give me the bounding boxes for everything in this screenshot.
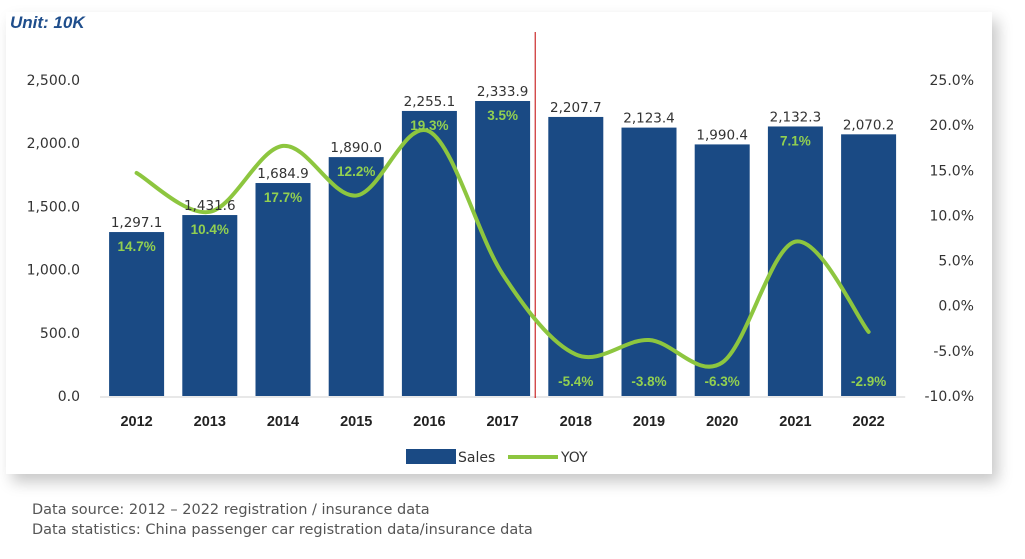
- legend-sales-label: Sales: [458, 450, 495, 466]
- yoy-data-label: 17.7%: [264, 190, 302, 205]
- sales-bar: [475, 100, 531, 396]
- sales-bar: [328, 157, 384, 396]
- sales-data-label: 1,990.4: [696, 127, 748, 143]
- sales-data-label: 2,132.3: [770, 109, 822, 125]
- right-tick-label: 10.0%: [930, 208, 974, 224]
- sales-data-label: 2,070.2: [843, 117, 895, 133]
- chart-canvas: 0.0 500.0 1,000.0 1,500.0 2,000.0 2,500.0 -10…: [27, 32, 974, 466]
- sales-bars: [109, 100, 897, 397]
- sales-bar: [694, 144, 750, 396]
- sales-bar: [621, 127, 677, 397]
- sales-bar: [182, 215, 238, 396]
- unit-label: Unit: 10K: [10, 13, 85, 32]
- left-tick-label: 2,000.0: [27, 136, 80, 152]
- right-axis: -10.0% -5.0% 0.0% 5.0% 10.0% 15.0% 20.0% 25.0%: [924, 73, 974, 405]
- sales-data-label: 2,207.7: [550, 100, 602, 116]
- yoy-data-label: 10.4%: [191, 222, 229, 237]
- yoy-data-label: 12.2%: [337, 164, 375, 179]
- yoy-data-label: 14.7%: [117, 239, 155, 254]
- yoy-data-labels: 14.7% 10.4% 17.7% 12.2% 19.3% 3.5% -5.4% -3.8% -…: [117, 108, 886, 389]
- yoy-data-label: -5.4%: [558, 374, 593, 389]
- right-tick-label: 25.0%: [930, 73, 974, 89]
- x-tick-label: 2018: [560, 414, 592, 430]
- x-tick-label: 2013: [194, 414, 226, 430]
- yoy-data-label: -3.8%: [631, 374, 666, 389]
- right-tick-label: 0.0%: [938, 299, 974, 315]
- x-tick-label: 2015: [340, 414, 372, 430]
- sales-data-label: 2,123.4: [623, 111, 675, 127]
- x-tick-label: 2019: [633, 414, 665, 430]
- yoy-data-label: -2.9%: [851, 374, 886, 389]
- sales-data-label: 1,297.1: [111, 215, 163, 231]
- legend: Sales YOY: [406, 449, 588, 466]
- left-tick-label: 1,000.0: [27, 263, 80, 279]
- yoy-line: [134, 127, 871, 369]
- sales-bar: [109, 232, 165, 396]
- yoy-data-label: -6.3%: [705, 374, 740, 389]
- sales-bar: [841, 134, 897, 396]
- legend-sales-swatch: [406, 449, 456, 464]
- yoy-data-label: 3.5%: [487, 108, 518, 123]
- legend-yoy-label: YOY: [560, 450, 588, 466]
- footnotes: Data source: 2012 – 2022 registration / …: [32, 500, 533, 540]
- left-axis: 0.0 500.0 1,000.0 1,500.0 2,000.0 2,500.0: [27, 73, 80, 405]
- sales-bar: [548, 116, 604, 396]
- data-source-note: Data source: 2012 – 2022 registration / …: [32, 502, 430, 518]
- x-tick-label: 2021: [779, 414, 811, 430]
- x-tick-label: 2014: [267, 414, 299, 430]
- right-tick-label: 20.0%: [930, 118, 974, 134]
- x-axis: 2012 2013 2014 2015 2016 2017 2018 2019 2020 2021…: [120, 414, 884, 430]
- x-tick-label: 2012: [120, 414, 152, 430]
- yoy-data-label: 7.1%: [780, 133, 811, 148]
- sales-data-label: 1,431.6: [184, 198, 236, 214]
- x-tick-label: 2020: [706, 414, 738, 430]
- sales-bar: [401, 110, 457, 397]
- sales-data-label: 2,333.9: [477, 84, 529, 100]
- sales-data-label: 2,255.1: [404, 94, 456, 110]
- right-tick-label: -10.0%: [924, 389, 974, 405]
- sales-bar: [255, 183, 311, 396]
- right-tick-label: -5.0%: [933, 344, 974, 360]
- right-tick-label: 15.0%: [930, 163, 974, 179]
- sales-data-label: 1,684.9: [257, 166, 309, 182]
- left-tick-label: 500.0: [40, 326, 80, 342]
- right-tick-label: 5.0%: [938, 254, 974, 270]
- x-tick-label: 2017: [486, 414, 518, 430]
- sales-data-labels: 1,297.1 1,431.6 1,684.9 1,890.0 2,255.1 2,333…: [111, 84, 895, 231]
- left-tick-label: 0.0: [58, 389, 80, 405]
- sales-data-label: 1,890.0: [330, 140, 382, 156]
- left-tick-label: 1,500.0: [27, 199, 80, 215]
- left-tick-label: 2,500.0: [27, 73, 80, 89]
- data-statistics-note: Data statistics: China passenger car reg…: [32, 522, 533, 538]
- x-tick-label: 2016: [413, 414, 445, 430]
- yoy-data-label: 19.3%: [410, 118, 448, 133]
- yoy-line-group: [134, 127, 871, 369]
- x-tick-label: 2022: [852, 414, 884, 430]
